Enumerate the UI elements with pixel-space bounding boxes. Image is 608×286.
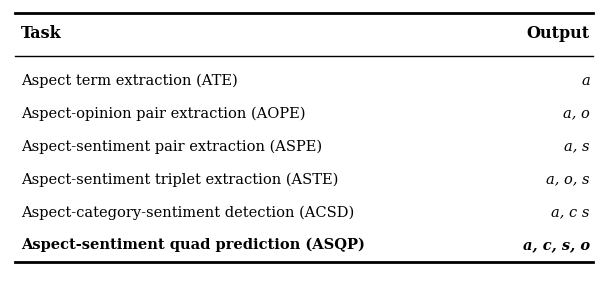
Text: Aspect-sentiment quad prediction (ASQP): Aspect-sentiment quad prediction (ASQP) (21, 238, 365, 253)
Text: Aspect term extraction (ATE): Aspect term extraction (ATE) (21, 74, 238, 88)
Text: Task: Task (21, 25, 62, 42)
Text: Aspect-sentiment pair extraction (ASPE): Aspect-sentiment pair extraction (ASPE) (21, 139, 322, 154)
Text: a, c s: a, c s (551, 205, 590, 219)
Text: a, s: a, s (564, 140, 590, 154)
Text: Output: Output (527, 25, 590, 42)
Text: Aspect-sentiment triplet extraction (ASTE): Aspect-sentiment triplet extraction (AST… (21, 172, 339, 187)
Text: a: a (581, 74, 590, 88)
Text: Aspect-opinion pair extraction (AOPE): Aspect-opinion pair extraction (AOPE) (21, 106, 306, 121)
Text: a, o, s: a, o, s (546, 172, 590, 186)
Text: a, c, s, o: a, c, s, o (523, 238, 590, 252)
Text: Aspect-category-sentiment detection (ACSD): Aspect-category-sentiment detection (ACS… (21, 205, 354, 220)
Text: a, o: a, o (563, 107, 590, 121)
